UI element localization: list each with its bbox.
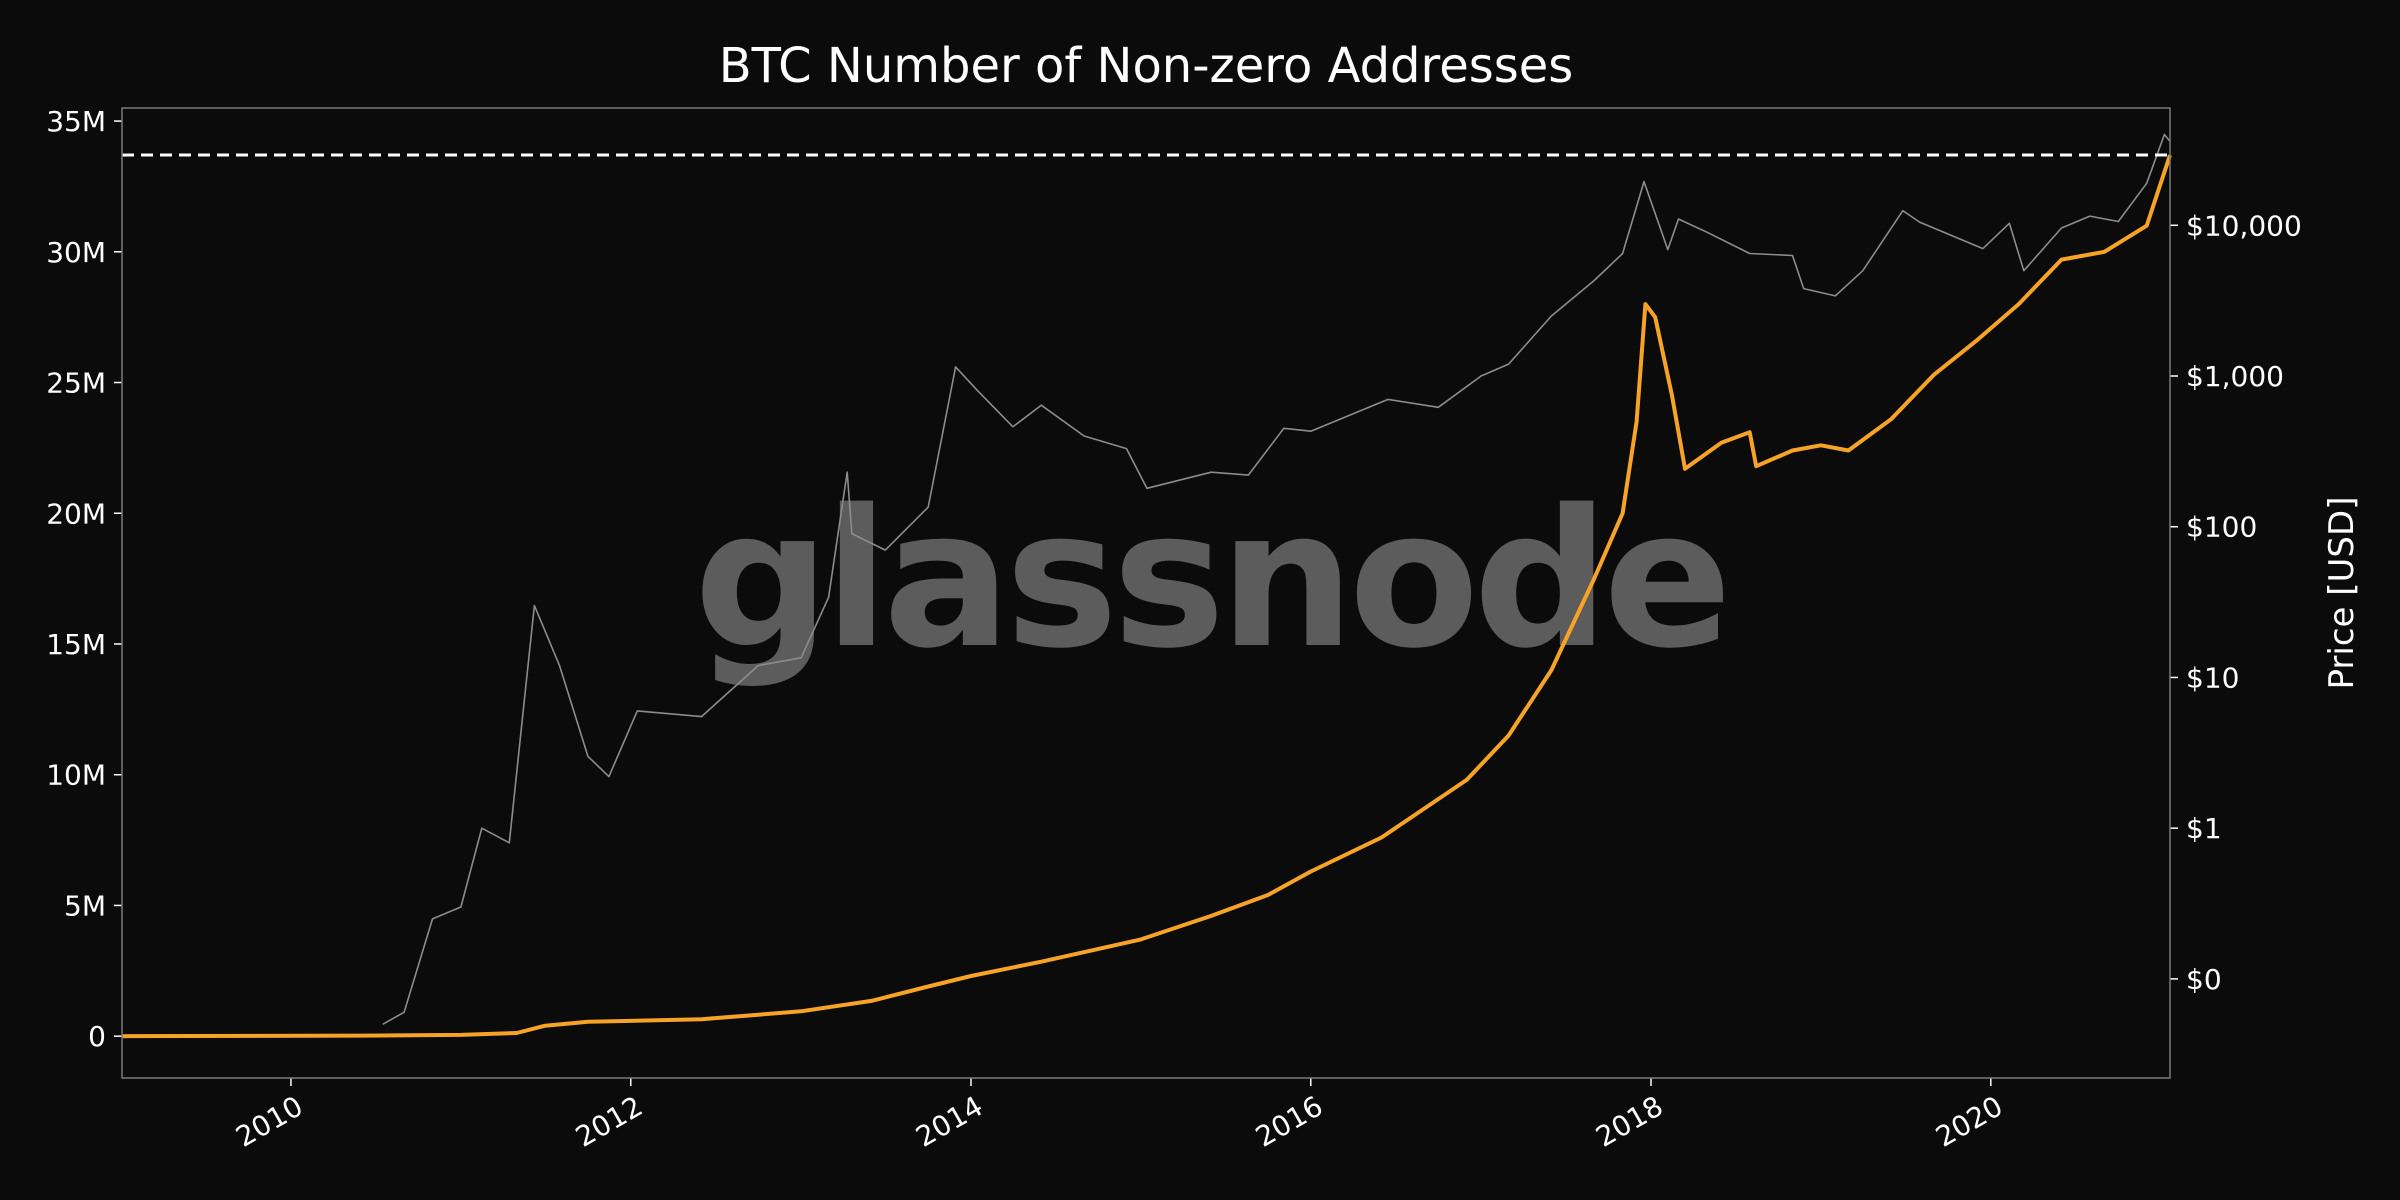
right-axis-tick-label: $10: [2186, 661, 2239, 694]
price-series-line: [382, 133, 2171, 1025]
left-axis-tick-label: 30M: [46, 236, 106, 269]
left-axis-tick-label: 10M: [46, 759, 106, 792]
chart-title: BTC Number of Non-zero Addresses: [719, 38, 1574, 94]
right-axis-tick-label: $10,000: [2186, 209, 2302, 242]
left-axis-tick-label: 35M: [46, 105, 106, 138]
left-axis-tick-label: 5M: [64, 889, 106, 922]
left-axis-tick-label: 0: [88, 1020, 106, 1053]
left-axis-tick-label: 25M: [46, 367, 106, 400]
plot-frame: [121, 107, 2171, 1079]
plot-area: [121, 133, 2172, 1039]
right-axis-tick-label: $1,000: [2186, 360, 2284, 393]
right-axis-tick-label: $1: [2186, 812, 2222, 845]
right-axis-label: Price [USD]: [2322, 497, 2362, 690]
right-axis-tick-label: $100: [2186, 511, 2257, 544]
right-axis-tick-label: $0: [2186, 963, 2222, 996]
left-axis-tick-label: 15M: [46, 628, 106, 661]
left-axis-tick-label: 20M: [46, 497, 106, 530]
addresses-series-line: [121, 154, 2172, 1039]
